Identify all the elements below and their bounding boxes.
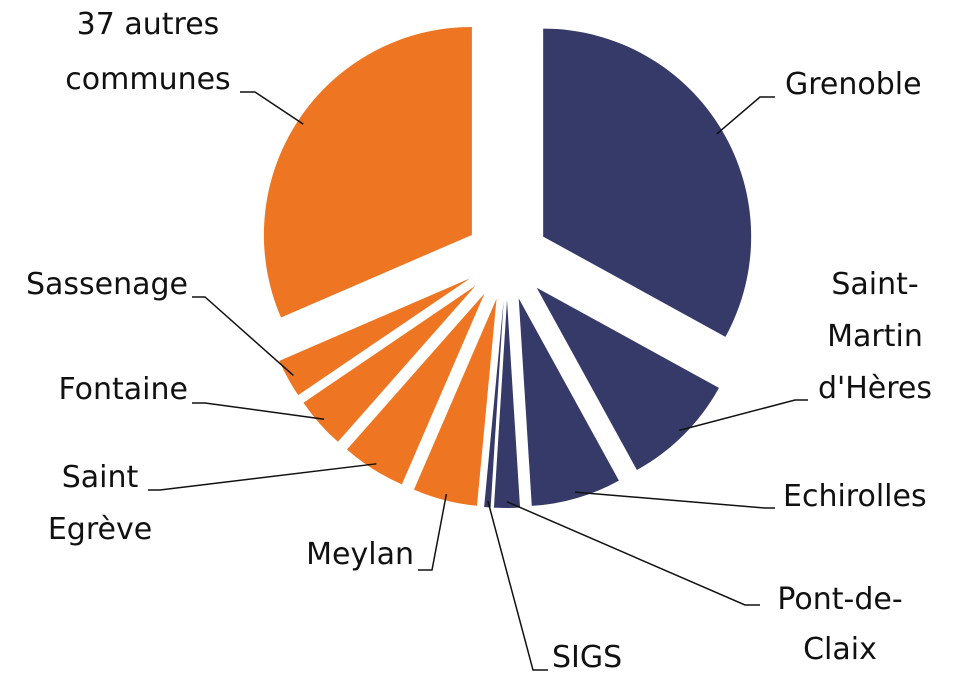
label-line: Fontaine [58,372,188,407]
slice-label: Saint Egrève [48,460,152,547]
slice-label: Pont-de- Claix [777,582,902,667]
slice-label: Meylan [306,537,414,572]
leader-line [240,91,304,125]
pie-slice [413,298,497,506]
pie-slice [536,287,719,470]
slice-label: Echirolles [783,479,927,514]
label-line: 37 autres [77,7,220,42]
slice-label: Sassenage [26,267,188,302]
pie-slice [346,293,485,485]
slice-label: Grenoble [785,67,922,102]
label-line: Martin [827,319,923,354]
label-line: Grenoble [785,67,922,102]
pie-slice [484,299,504,508]
leader-line [418,493,448,571]
slice-label: Fontaine [58,372,188,407]
label-line: Egrève [48,512,152,547]
label-line: Saint [62,460,139,495]
label-line: Pont-de- [777,582,902,617]
leader-line [148,463,377,491]
leader-line [574,491,775,509]
label-line: Echirolles [783,479,927,514]
leader-line [506,501,760,606]
leader-line [487,500,548,671]
slice-label: Saint- Martin d'Hères [818,267,932,406]
slice-label: 37 autres communes [65,7,230,97]
label-line: Saint- [831,267,918,302]
pie-slice [263,26,472,318]
pie-slice [493,300,521,508]
leader-line [192,296,294,376]
slice-label: SIGS [552,640,622,675]
label-line: d'Hères [818,371,932,406]
pie-slice [543,28,752,337]
pie-slice [518,298,619,506]
label-line: Claix [803,632,877,667]
label-line: Sassenage [26,267,188,302]
pie-slice [303,285,476,442]
pie-slice [279,278,471,396]
leader-line [716,96,775,135]
label-line: Meylan [306,537,414,572]
leader-line [679,399,808,432]
label-line: communes [65,62,230,97]
leader-line [192,402,325,420]
label-line: SIGS [552,640,622,675]
